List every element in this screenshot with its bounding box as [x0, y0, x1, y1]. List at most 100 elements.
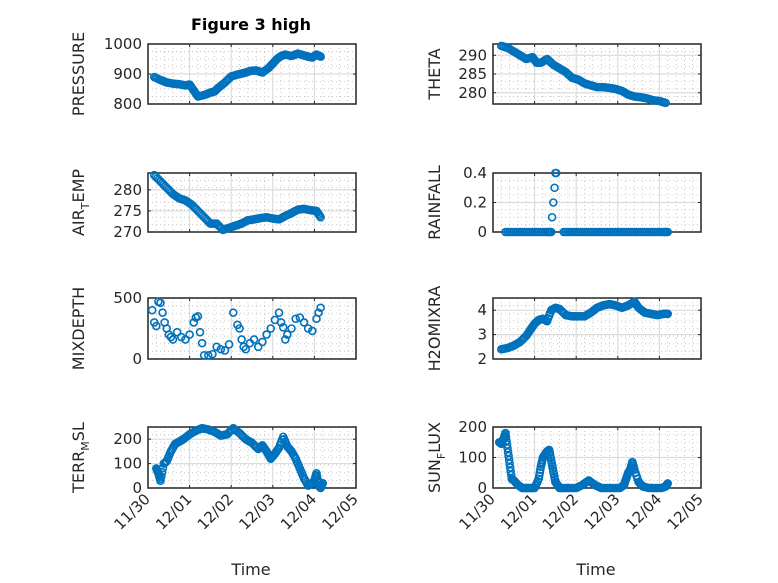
data-point	[299, 318, 309, 327]
x-tick-label: 12/03	[235, 490, 278, 533]
data-point	[663, 227, 673, 237]
data-point	[316, 303, 325, 313]
data-point	[195, 327, 205, 337]
data-point	[216, 344, 226, 354]
y-axis-label: PRESSURE	[69, 32, 88, 116]
y-tick-label: 0.2	[463, 194, 487, 212]
y-tick-label: 0	[477, 223, 487, 241]
data-point	[287, 324, 296, 333]
data-point	[547, 212, 557, 222]
y-tick-label: 500	[113, 289, 142, 307]
data-point	[189, 318, 199, 327]
panel-sun_flux: 010020011/3012/0112/0212/0312/0412/05SUN…	[425, 418, 707, 533]
data-point	[235, 324, 244, 333]
axes-box	[492, 297, 702, 360]
data-point	[228, 308, 238, 317]
y-tick-label: 280	[113, 181, 142, 199]
data-point	[185, 330, 194, 339]
panel-pressure: 800 900 1000 PRESSURE	[69, 32, 357, 116]
data-point	[274, 308, 284, 317]
axes-box	[147, 172, 357, 233]
data-point	[663, 309, 673, 319]
y-tick-label: 0.4	[463, 164, 487, 182]
data-point	[237, 335, 246, 344]
data-point	[266, 324, 276, 333]
data-point	[181, 335, 190, 344]
data-point	[283, 330, 292, 339]
y-axis-label: TERRMSL	[69, 422, 92, 494]
data-point	[208, 349, 217, 359]
data-point	[663, 479, 673, 488]
data-point	[204, 351, 213, 360]
y-axis-label: SUNFLUX	[425, 422, 448, 493]
data-point	[276, 318, 286, 327]
y-axis-label: MIXDEPTH	[69, 287, 88, 370]
panel-h2omixra: 2 3 4 H2OMIXRA	[425, 286, 702, 372]
data-point	[197, 338, 207, 348]
y-tick-label: 0	[477, 479, 487, 497]
x-tick-label: 12/05	[319, 490, 362, 533]
data-point	[551, 168, 561, 178]
panel-air_temp: 270 275 280 AIRTEMP	[69, 169, 357, 241]
y-tick-label: 100	[113, 455, 142, 473]
x-axis-label-left: Time	[230, 560, 270, 579]
data-point	[262, 330, 271, 339]
y-tick-label: 200	[113, 430, 142, 448]
data-point	[258, 337, 267, 347]
x-tick-label: 12/02	[194, 490, 237, 533]
y-tick-label: 0	[132, 479, 142, 497]
data-point	[291, 314, 300, 324]
data-point	[549, 198, 558, 207]
panel-terr_msl: 010020011/3012/0112/0212/0312/0412/05TER…	[69, 422, 362, 533]
x-tick-label: 12/04	[277, 490, 320, 533]
y-tick-label: 200	[458, 418, 487, 436]
y-tick-label: 100	[458, 449, 487, 467]
data-point	[253, 342, 263, 352]
y-tick-label: 900	[113, 65, 142, 83]
y-tick-label: 275	[113, 202, 142, 220]
axes-box	[147, 426, 357, 489]
data-point	[156, 298, 165, 308]
y-tick-label: 4	[477, 301, 487, 319]
data-point	[661, 98, 670, 108]
y-tick-label: 0	[132, 350, 142, 368]
panel-rainfall: 0 0.2 0.4 RAINFALL	[425, 164, 702, 241]
data-point	[308, 326, 317, 336]
data-point	[316, 212, 325, 222]
y-tick-label: 270	[113, 223, 142, 241]
data-point	[314, 308, 323, 317]
data-point	[280, 335, 290, 344]
data-point	[193, 311, 203, 321]
y-tick-label: 290	[458, 46, 487, 64]
data-point	[199, 351, 209, 360]
data-point	[172, 327, 182, 337]
y-tick-label: 285	[458, 65, 487, 83]
data-point	[158, 308, 167, 317]
axes-box	[147, 297, 357, 360]
data-point	[157, 472, 166, 481]
data-point	[318, 478, 328, 488]
y-tick-label: 800	[113, 95, 142, 113]
y-tick-label: 1000	[104, 35, 142, 53]
y-axis-label: H2OMIXRA	[425, 286, 444, 372]
y-tick-label: 2	[477, 350, 487, 368]
data-point	[156, 476, 165, 485]
axes-box	[147, 43, 357, 105]
data-point	[220, 346, 230, 355]
data-point	[168, 335, 178, 344]
y-axis-label: AIRTEMP	[69, 169, 92, 236]
x-tick-label: 12/02	[539, 490, 582, 533]
figure-title: Figure 3 high	[191, 15, 311, 34]
y-tick-label: 3	[477, 326, 487, 344]
y-tick-label: 280	[458, 84, 487, 102]
panel-mixdepth: 0 500 MIXDEPTH	[69, 287, 357, 370]
axes-box	[492, 43, 702, 105]
x-tick-label: 12/04	[622, 490, 665, 533]
data-point	[546, 227, 556, 237]
data-point	[152, 321, 161, 331]
x-axis-label-right: Time	[575, 560, 615, 579]
data-point	[147, 305, 157, 315]
data-point	[278, 322, 288, 332]
